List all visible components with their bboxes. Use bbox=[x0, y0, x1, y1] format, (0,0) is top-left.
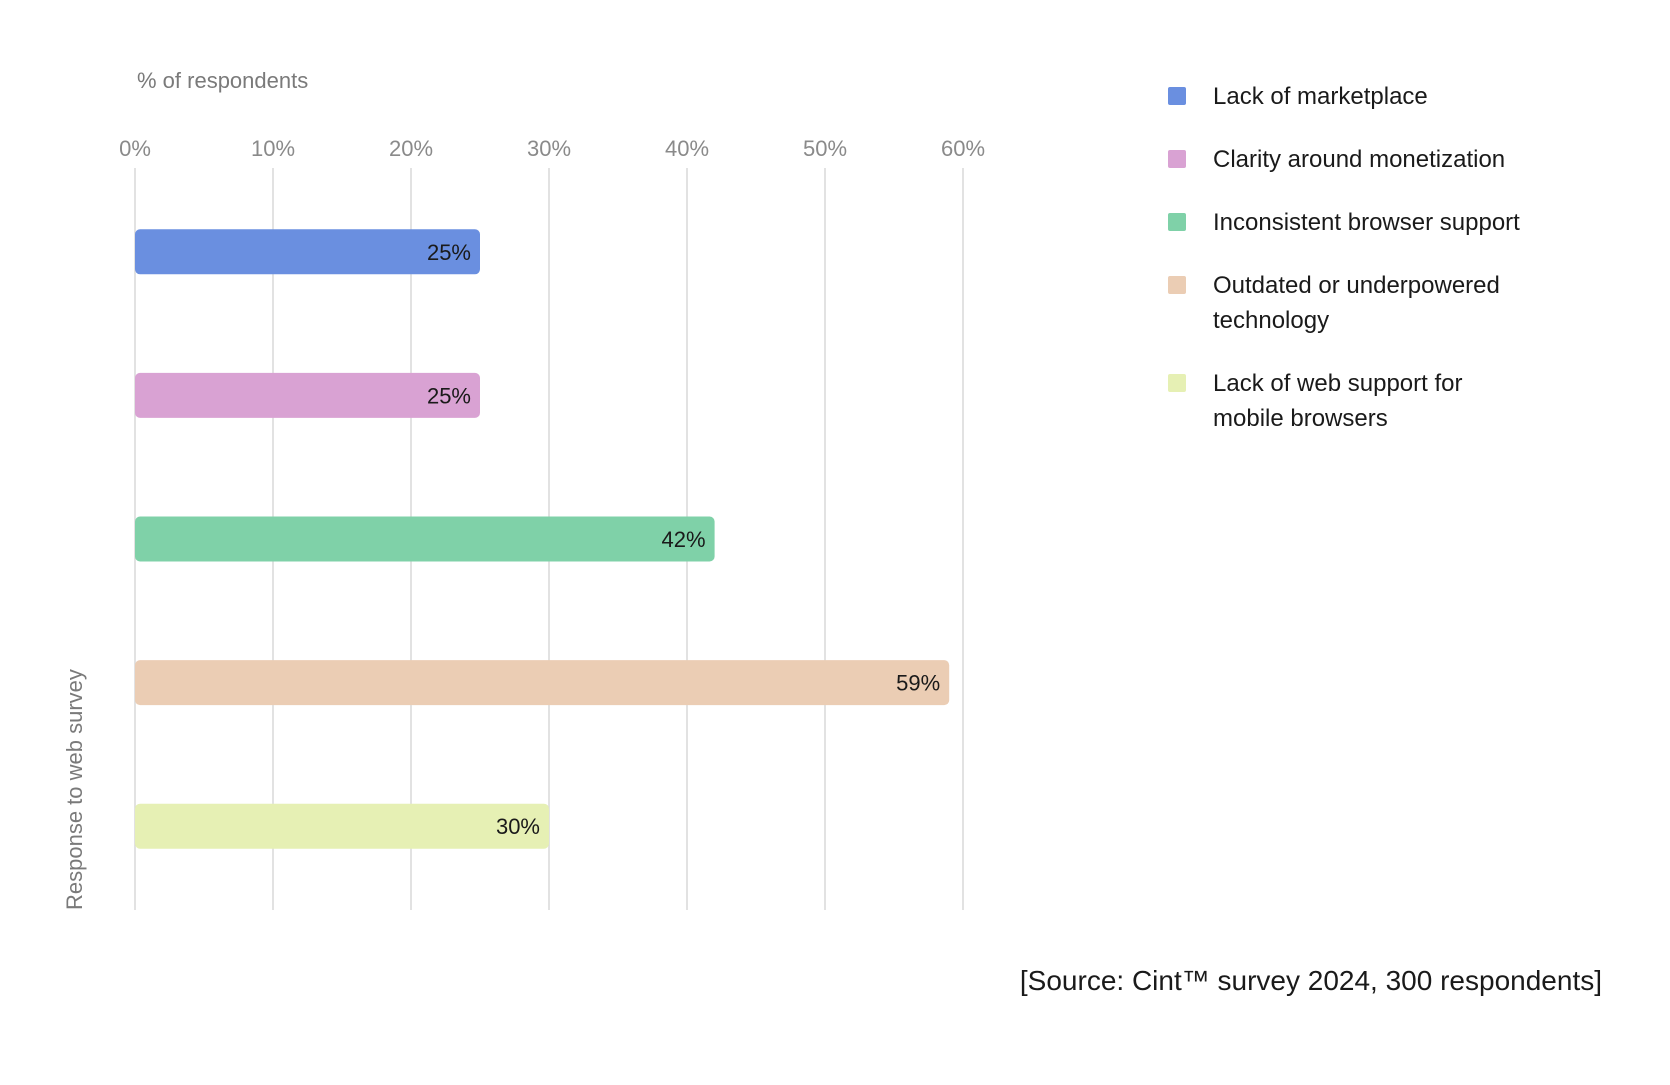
x-tick-label: 10% bbox=[251, 136, 295, 161]
source-note: [Source: Cint™ survey 2024, 300 responde… bbox=[1020, 965, 1602, 996]
legend: Lack of marketplace Clarity around moneti… bbox=[1168, 83, 1520, 432]
legend-label: Outdated or underpowered technology bbox=[1213, 272, 1500, 334]
data-labels: 25% 25% 42% 59% 30% bbox=[427, 240, 940, 839]
x-tick-label: 30% bbox=[527, 136, 571, 161]
bar-data-label: 25% bbox=[427, 383, 471, 408]
legend-label: Inconsistent browser support bbox=[1213, 209, 1520, 236]
legend-swatch bbox=[1168, 213, 1186, 231]
legend-label: Lack of web support for mobile browsers bbox=[1213, 370, 1462, 432]
x-tick-label: 60% bbox=[941, 136, 985, 161]
x-tick-labels: 0% 10% 20% 30% 40% 50% 60% bbox=[119, 136, 985, 161]
x-tick-label: 0% bbox=[119, 136, 151, 161]
x-tick-label: 50% bbox=[803, 136, 847, 161]
y-axis-title: Response to web survey bbox=[62, 669, 87, 910]
bar bbox=[135, 229, 480, 275]
x-axis-title: % of respondents bbox=[137, 68, 308, 93]
legend-label: Clarity around monetization bbox=[1213, 146, 1505, 173]
legend-swatch bbox=[1168, 87, 1186, 105]
legend-swatch bbox=[1168, 374, 1186, 392]
bar-data-label: 59% bbox=[896, 671, 940, 696]
legend-swatch bbox=[1168, 276, 1186, 294]
x-tick-label: 40% bbox=[665, 136, 709, 161]
x-tick-label: 20% bbox=[389, 136, 433, 161]
bar bbox=[135, 660, 950, 706]
bar-data-label: 42% bbox=[662, 527, 706, 552]
bar-data-label: 25% bbox=[427, 240, 471, 265]
bar-data-label: 30% bbox=[496, 814, 540, 839]
bars bbox=[135, 229, 950, 849]
bar bbox=[135, 803, 549, 849]
bar bbox=[135, 372, 480, 418]
bar bbox=[135, 516, 715, 562]
legend-swatch bbox=[1168, 150, 1186, 168]
legend-label: Lack of marketplace bbox=[1213, 83, 1428, 110]
